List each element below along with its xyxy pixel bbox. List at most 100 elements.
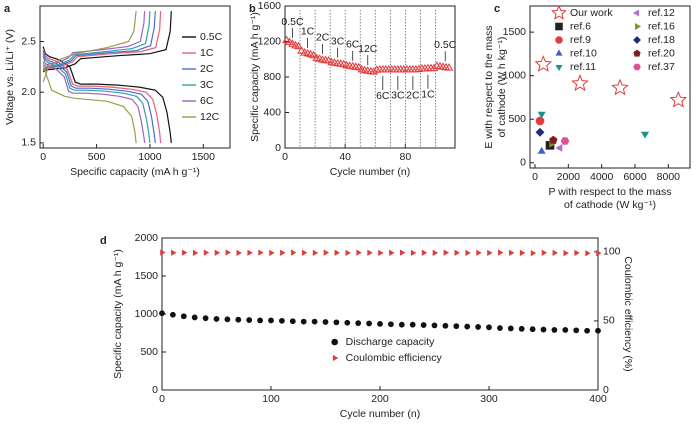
x-tick-label: 4000 (590, 171, 614, 183)
marker (409, 321, 416, 328)
y-tick-label: 400 (263, 106, 281, 118)
marker (334, 249, 340, 256)
curve (42, 11, 156, 71)
marker (611, 78, 629, 96)
y-tick-label: 2000 (135, 232, 159, 244)
marker (534, 55, 553, 72)
marker (235, 316, 242, 323)
panel-label: a (4, 3, 11, 15)
marker (180, 313, 187, 320)
x-tick-label: 1500 (192, 151, 216, 163)
x-tick-label: 8000 (657, 171, 681, 183)
marker (432, 249, 439, 257)
x-tick-label: 80 (400, 151, 412, 163)
marker (369, 67, 379, 75)
curve (42, 55, 146, 143)
x-tick-label: 400 (589, 393, 607, 405)
marker (309, 50, 318, 59)
marker (289, 318, 296, 325)
x-tick-label: 0 (532, 171, 538, 183)
marker (552, 249, 558, 257)
x-tick-label: 300 (480, 393, 498, 405)
y-tick-label: 0 (152, 384, 158, 396)
x-axis-label: of cathode (W kg⁻¹) (564, 199, 656, 211)
marker (443, 249, 449, 256)
legend-label: 0.5C (200, 31, 223, 43)
y-tick-label: 1000 (503, 69, 527, 81)
x-tick-label: 200 (371, 393, 389, 405)
legend-label: 12C (200, 111, 220, 123)
marker (498, 249, 504, 256)
marker (555, 143, 563, 152)
marker (366, 320, 372, 327)
marker (290, 249, 297, 256)
y-tick-label: 1600 (258, 0, 282, 12)
x-axis-label: P with respect to the mass (549, 186, 672, 198)
annotation: 0.5C (434, 39, 457, 51)
y-tick-label: 1500 (503, 26, 527, 38)
legend-swatch (633, 49, 641, 57)
marker (549, 135, 558, 144)
marker (410, 249, 417, 257)
marker (431, 322, 438, 329)
marker (530, 249, 537, 257)
annotation: 1C (421, 89, 435, 101)
y-tick-label: 1000 (135, 308, 159, 320)
marker (537, 111, 546, 119)
marker (214, 249, 221, 256)
x-tick-label: 1000 (138, 151, 162, 163)
marker (354, 62, 364, 71)
marker (224, 316, 231, 323)
marker (421, 249, 428, 256)
legend-label: 3C (200, 79, 214, 91)
y2-tick-label: 50 (603, 315, 615, 327)
panel-label: b (249, 3, 256, 15)
annotation: 6C (376, 90, 390, 102)
legend-swatch (633, 63, 641, 71)
marker (496, 325, 503, 331)
legend-label: Discharge capacity (346, 336, 435, 348)
legend-swatch (331, 338, 338, 346)
marker (585, 250, 591, 257)
marker (562, 327, 569, 333)
marker (236, 249, 242, 257)
marker (596, 249, 602, 257)
plot-frame (161, 237, 599, 391)
marker (377, 320, 383, 327)
marker (571, 74, 589, 92)
plot-frame (39, 5, 231, 149)
y-tick-label: 2.5 (21, 35, 36, 47)
x-tick-label: 500 (88, 151, 106, 163)
marker (268, 317, 274, 324)
curve (42, 11, 137, 83)
marker (442, 322, 449, 329)
y-tick-label: 1500 (135, 270, 159, 282)
marker (444, 63, 454, 71)
marker (454, 249, 460, 256)
marker (529, 326, 536, 333)
marker (640, 131, 650, 139)
legend-swatch (633, 36, 641, 44)
marker (541, 249, 548, 256)
marker (345, 249, 351, 257)
y-axis-label: Specific capacity (mA h g⁻¹) (112, 249, 124, 379)
x-axis-label: Cycle number (n) (330, 166, 411, 178)
marker (399, 249, 406, 256)
legend-swatch (555, 22, 563, 31)
marker (535, 116, 545, 126)
x-tick-label: 0 (159, 393, 165, 405)
marker (182, 249, 188, 256)
legend-label: ref.10 (570, 47, 597, 59)
marker (171, 249, 177, 256)
marker (669, 90, 688, 108)
annotation: 1C (301, 26, 315, 38)
marker (257, 317, 263, 324)
legend-swatch (551, 4, 567, 20)
marker (429, 63, 439, 72)
marker (202, 315, 209, 322)
marker (191, 314, 198, 321)
legend-label: Coulombic efficiency (346, 352, 443, 364)
marker (322, 319, 329, 325)
marker (225, 249, 231, 256)
